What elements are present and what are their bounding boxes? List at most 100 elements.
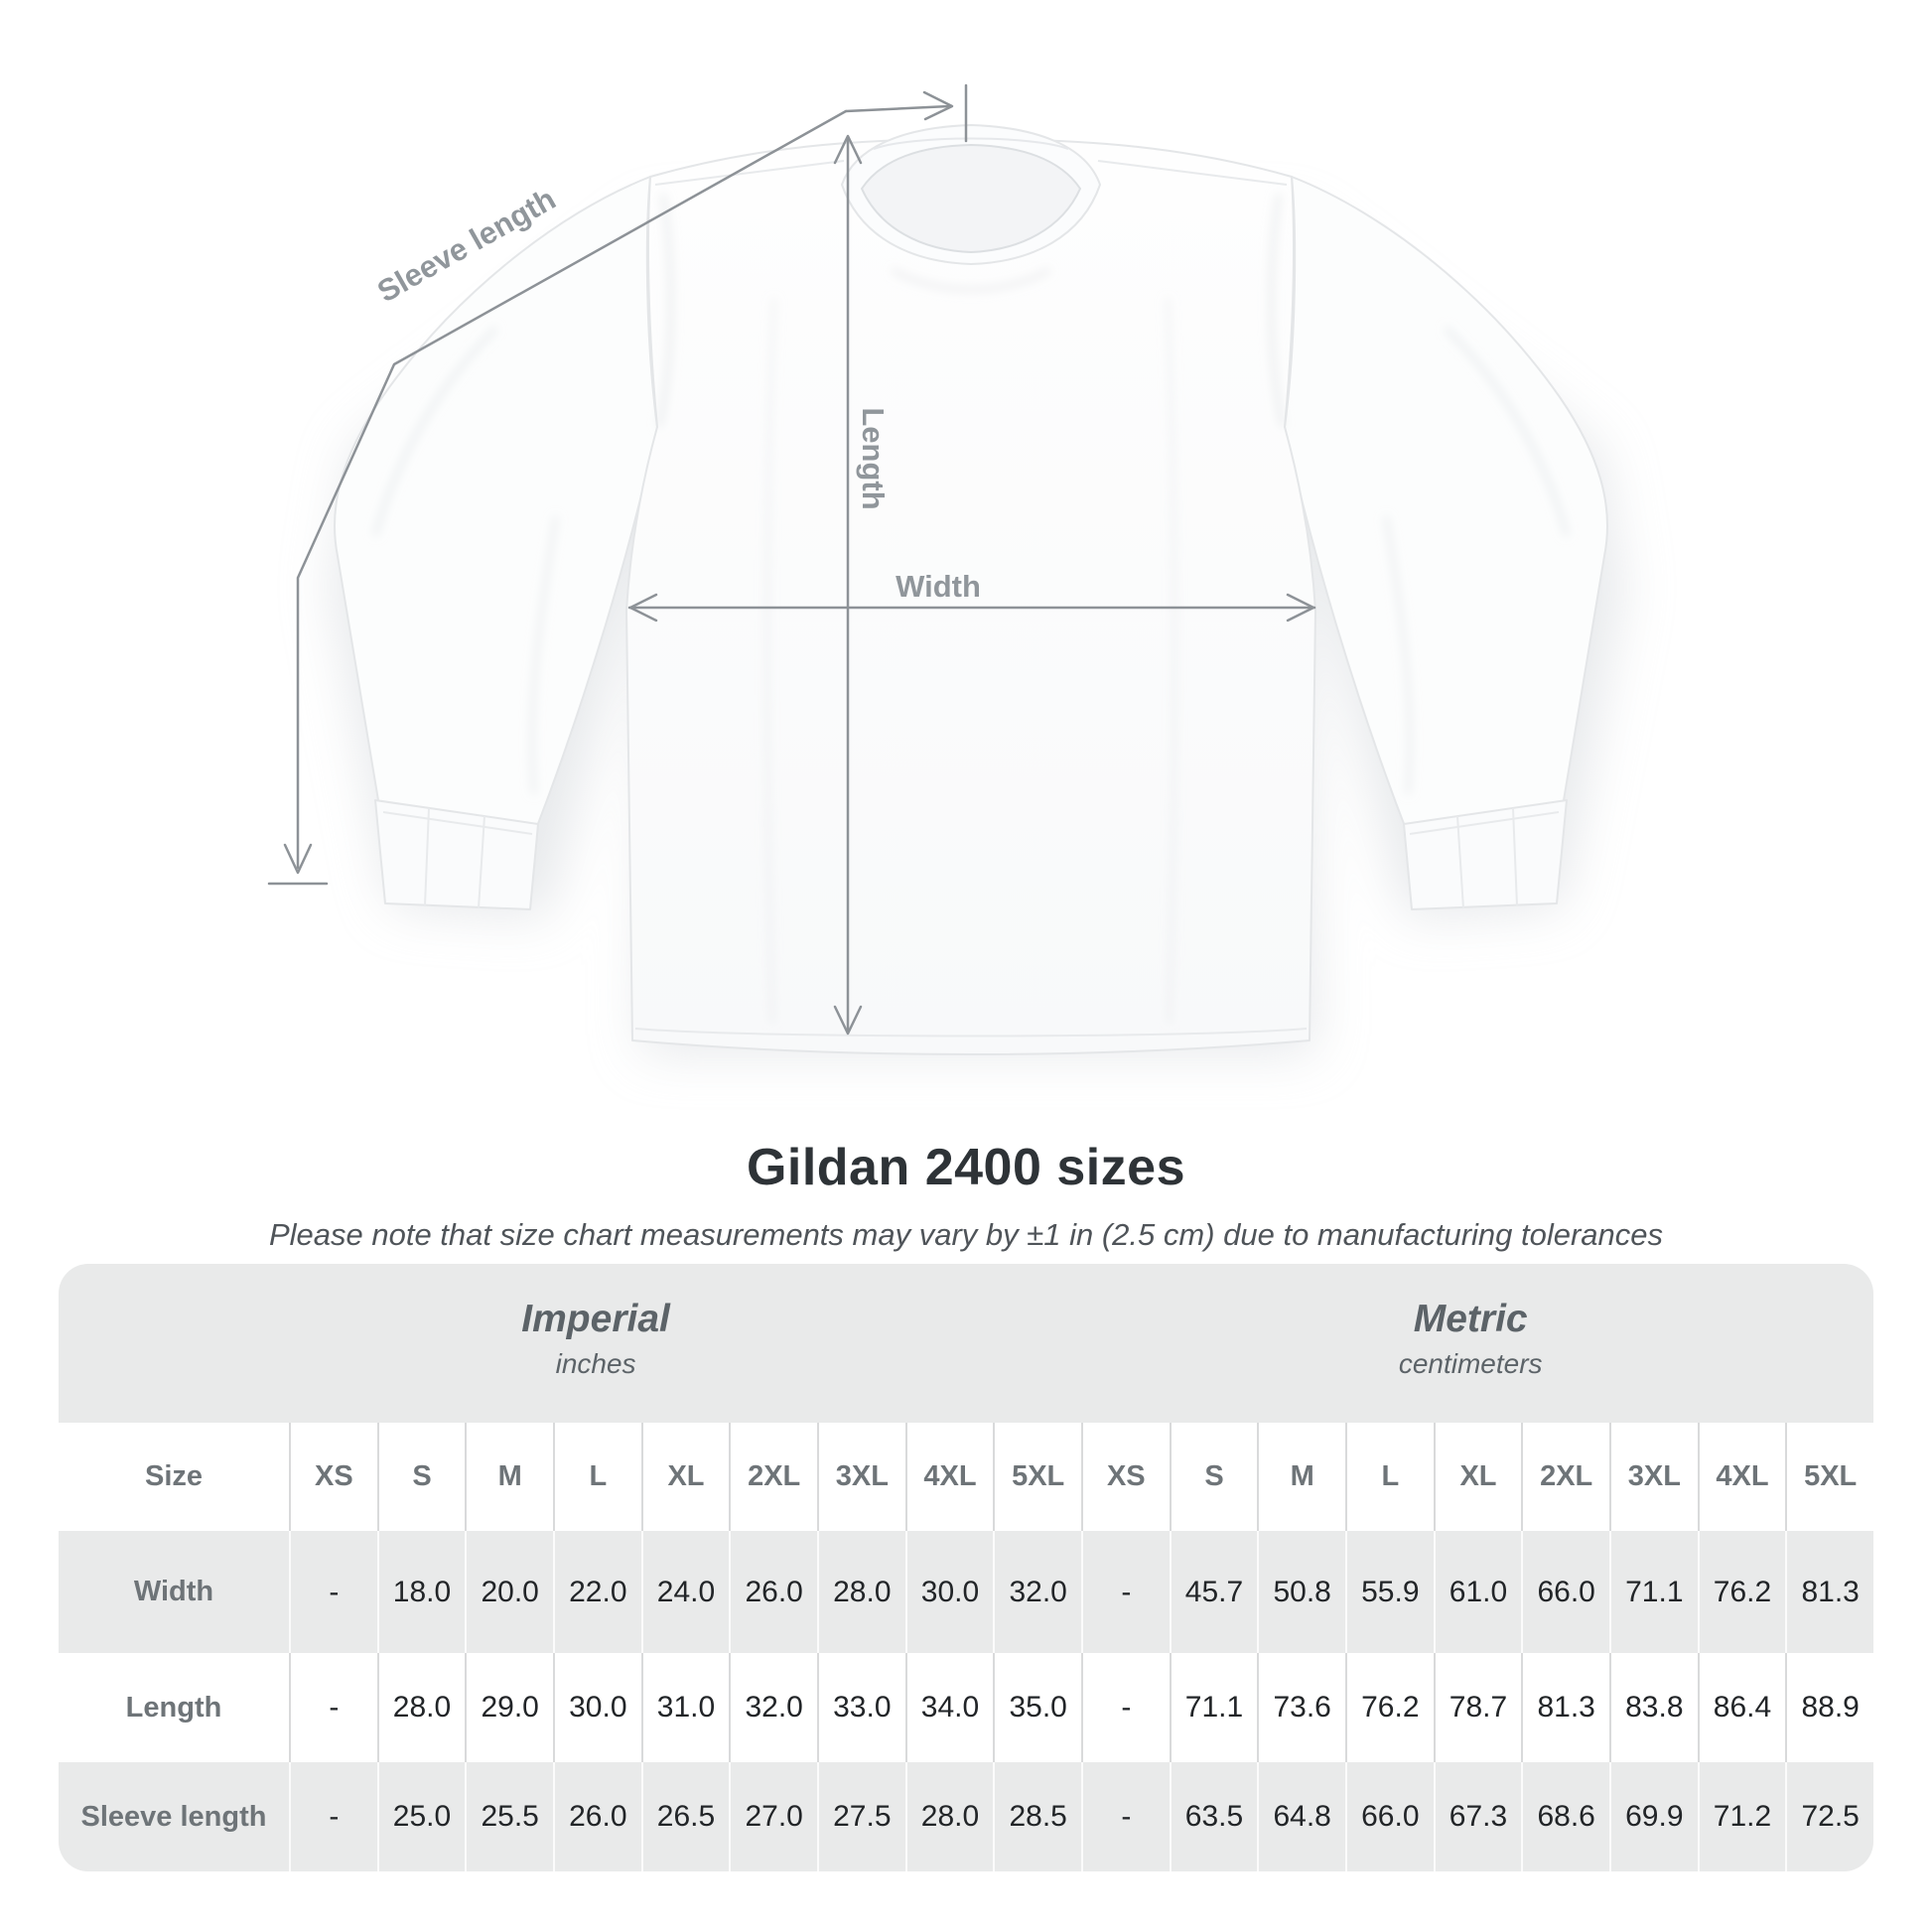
value-cell: -	[289, 1653, 377, 1762]
value-cell: 63.5	[1169, 1762, 1258, 1871]
value-cell: 86.4	[1697, 1653, 1786, 1762]
row-label: Sleeve length	[80, 1800, 267, 1833]
size-header-cell: 2XL	[1521, 1423, 1609, 1531]
right-sleeve	[1284, 176, 1608, 830]
value-cell: 26.5	[640, 1762, 730, 1871]
value-cell: 68.6	[1521, 1762, 1609, 1871]
page-title: Gildan 2400 sizes	[746, 1139, 1186, 1196]
value-cell: 18.0	[376, 1531, 466, 1653]
row-label: Width	[133, 1576, 214, 1607]
imperial-unit-label: inches	[555, 1348, 636, 1379]
value-cell: 25.5	[465, 1762, 553, 1871]
row-label: Length	[125, 1691, 222, 1724]
value-cell: 76.2	[1697, 1531, 1786, 1653]
table-row-sleeve-length: Sleeve length -25.0 25.5 26.0 26.5 27.0 27.5 28…	[59, 1762, 1873, 1871]
fabric-creases	[372, 193, 1570, 1024]
value-cell: 26.0	[552, 1762, 641, 1871]
value-cell: 22.0	[552, 1531, 641, 1653]
value-cell: 32.0	[993, 1531, 1081, 1653]
value-cell: 30.0	[552, 1653, 641, 1762]
size-header-cell: L	[552, 1423, 641, 1531]
value-cell: 69.9	[1608, 1762, 1698, 1871]
value-cell: 45.7	[1169, 1531, 1258, 1653]
width-label: Width	[896, 569, 981, 604]
value-cell: 81.3	[1521, 1653, 1609, 1762]
value-cell: 28.5	[993, 1762, 1081, 1871]
value-cell: 88.9	[1785, 1653, 1873, 1762]
value-cell: 73.6	[1257, 1653, 1345, 1762]
value-cell: 78.7	[1433, 1653, 1522, 1762]
value-cell: 71.2	[1697, 1762, 1786, 1871]
size-header-cell: M	[465, 1423, 553, 1531]
value-cell: 64.8	[1257, 1762, 1345, 1871]
value-cell: 29.0	[465, 1653, 553, 1762]
size-header-cell: 4XL	[1697, 1423, 1786, 1531]
value-cell: 71.1	[1608, 1531, 1698, 1653]
value-cell: 28.0	[816, 1531, 905, 1653]
value-cell: -	[289, 1762, 377, 1871]
metric-label: Metric	[1413, 1298, 1528, 1340]
size-header-cell: 4XL	[904, 1423, 994, 1531]
size-header-cell: 3XL	[1608, 1423, 1698, 1531]
size-header-cell: XS	[1080, 1423, 1170, 1531]
value-cell: 71.1	[1169, 1653, 1258, 1762]
arrow-down-icon	[833, 1005, 863, 1035]
size-column-header: Size	[144, 1460, 204, 1492]
tolerance-note: Please note that size chart measurements…	[268, 1217, 1664, 1252]
size-header-cell: XL	[1433, 1423, 1522, 1531]
collar-back-line	[873, 137, 1069, 150]
size-header-cell: S	[1169, 1423, 1258, 1531]
value-cell: 61.0	[1433, 1531, 1522, 1653]
imperial-label: Imperial	[521, 1298, 670, 1340]
value-cell: 35.0	[993, 1653, 1081, 1762]
value-cell: -	[289, 1531, 377, 1653]
value-cell: 28.0	[376, 1653, 466, 1762]
value-cell: 55.9	[1344, 1531, 1434, 1653]
value-cell: 30.0	[904, 1531, 994, 1653]
metric-unit-label: centimeters	[1398, 1348, 1543, 1379]
shirt-illustration	[334, 124, 1608, 1055]
value-cell: 32.0	[729, 1653, 817, 1762]
metric-group-header: Metric centimeters	[1399, 1298, 1543, 1380]
value-cell: 66.0	[1521, 1531, 1609, 1653]
value-cell: 20.0	[465, 1531, 553, 1653]
arrow-up-icon	[833, 134, 863, 165]
value-cell: 34.0	[904, 1653, 994, 1762]
size-header-cell: XL	[640, 1423, 730, 1531]
value-cell: 72.5	[1785, 1762, 1873, 1871]
value-cell: 25.0	[376, 1762, 466, 1871]
length-label: Length	[856, 407, 891, 509]
size-header-cell: M	[1257, 1423, 1345, 1531]
sleeve-length-line	[267, 83, 968, 886]
value-cell: 26.0	[729, 1531, 817, 1653]
arrow-left-icon	[628, 593, 658, 622]
imperial-group-header: Imperial inches	[521, 1298, 670, 1380]
value-cell: 31.0	[640, 1653, 730, 1762]
table-row-width: Width -18.0 20.0 22.0 24.0 26.0 28.0 30.0 32.0-4…	[59, 1531, 1873, 1653]
value-cell: 83.8	[1608, 1653, 1698, 1762]
table-header-row: Size XS S M L XL 2XL 3XL 4XL 5XL XS S M L XL 2XL 3XL 4XL 5…	[59, 1423, 1873, 1531]
size-table: Imperial inches Metric centimeters Size X…	[59, 1264, 1873, 1871]
arrow-down-icon	[283, 843, 313, 875]
size-header-cell: XS	[289, 1423, 377, 1531]
value-cell: 28.0	[904, 1762, 994, 1871]
value-cell: 76.2	[1344, 1653, 1434, 1762]
unit-header-row: Imperial inches Metric centimeters	[59, 1264, 1873, 1423]
size-header-cell: L	[1344, 1423, 1434, 1531]
value-cell: 67.3	[1433, 1762, 1522, 1871]
value-cell: -	[1080, 1762, 1170, 1871]
size-header-cell: S	[376, 1423, 466, 1531]
value-cell: 24.0	[640, 1531, 730, 1653]
value-cell: -	[1080, 1531, 1170, 1653]
value-cell: 33.0	[816, 1653, 905, 1762]
value-cell: 50.8	[1257, 1531, 1345, 1653]
seam-lines	[382, 160, 1560, 1037]
size-header-cell: 5XL	[993, 1423, 1081, 1531]
value-cell: 66.0	[1344, 1762, 1434, 1871]
value-cell: 27.5	[816, 1762, 905, 1871]
length-line	[833, 134, 863, 1035]
width-line	[627, 593, 1316, 622]
size-header-cell: 5XL	[1785, 1423, 1873, 1531]
value-cell: -	[1080, 1653, 1170, 1762]
size-header-cell: 3XL	[816, 1423, 905, 1531]
